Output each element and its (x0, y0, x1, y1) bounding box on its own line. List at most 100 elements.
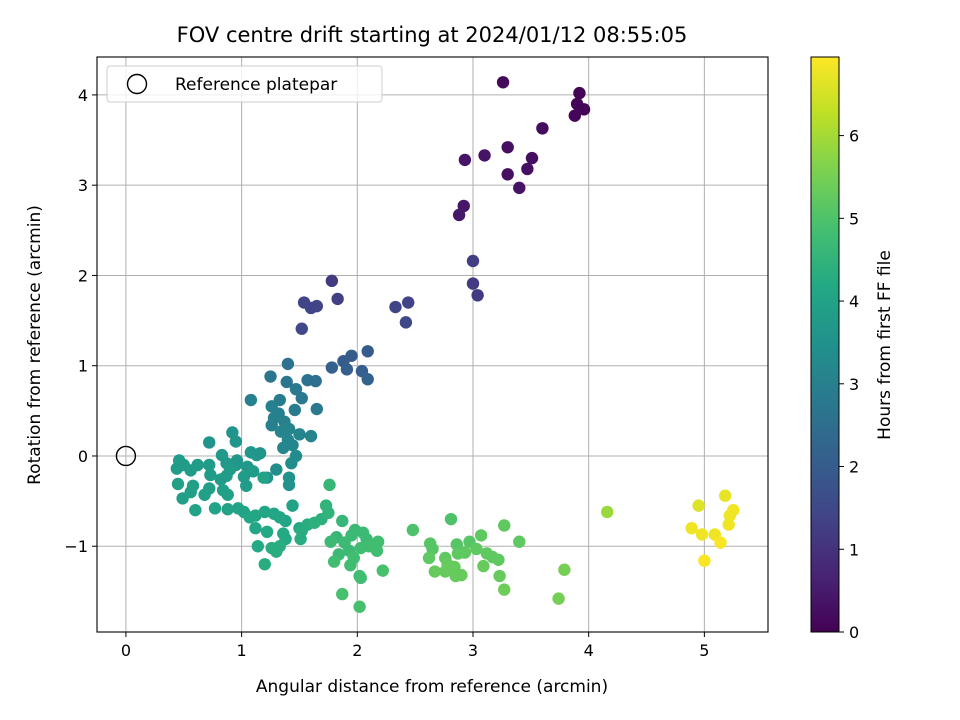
scatter-point (558, 563, 571, 576)
scatter-point (327, 555, 341, 568)
scatter-point (718, 489, 732, 502)
scatter-point (340, 363, 354, 376)
scatter-point (286, 499, 299, 512)
scatter-point (229, 435, 243, 448)
scatter-point (399, 316, 413, 329)
scatter-point (198, 488, 211, 501)
scatter-point (428, 565, 442, 578)
y-tick-label: 4 (78, 86, 88, 105)
scatter-point (203, 436, 216, 449)
scatter-point (498, 583, 511, 596)
y-tick-label: 2 (78, 266, 88, 285)
x-tick-label: 1 (237, 641, 247, 660)
scatter-point (257, 471, 270, 484)
scatter-point (325, 274, 339, 288)
scatter-point (573, 86, 586, 100)
scatter-point (295, 322, 308, 335)
colorbar-tick-label: 1 (849, 540, 859, 559)
scatter-point (455, 568, 468, 582)
x-tick-label: 5 (699, 641, 709, 660)
scatter-point (492, 553, 505, 566)
scatter-point (370, 544, 384, 557)
scatter-point (361, 345, 374, 358)
scatter-point (208, 502, 222, 515)
scatter-point (498, 519, 511, 532)
x-axis-label: Angular distance from reference (arcmin) (256, 677, 608, 697)
scatter-point (376, 564, 389, 577)
colorbar-tick-label: 4 (849, 292, 859, 311)
scatter-point (293, 428, 306, 441)
scatter-point (478, 149, 491, 162)
scatter-point (260, 525, 274, 539)
scatter-point (685, 521, 698, 535)
scatter-point (249, 521, 262, 535)
scatter-point (279, 514, 292, 528)
scatter-point (258, 505, 271, 519)
data-points (170, 76, 740, 613)
scatter-point (240, 479, 253, 492)
scatter-point (323, 478, 336, 492)
scatter-point (354, 571, 367, 585)
scatter-point (282, 478, 296, 492)
colorbar-tick-label: 5 (849, 209, 859, 228)
scatter-point (452, 208, 466, 222)
scatter-point (253, 447, 267, 460)
scatter-point (295, 392, 308, 405)
scatter-point (281, 357, 295, 371)
scatter-point (470, 542, 483, 556)
scatter-point (477, 559, 490, 573)
scatter-point (214, 473, 227, 486)
scatter-point (448, 560, 461, 574)
scatter-point (568, 109, 581, 122)
scatter-point (723, 509, 737, 522)
scatter-point (439, 565, 452, 578)
x-tick-label: 3 (468, 641, 478, 660)
legend: Reference platepar (106, 65, 383, 103)
scatter-point (270, 463, 283, 476)
colorbar-tick-label: 6 (849, 127, 859, 146)
scatter-point (171, 477, 185, 491)
scatter-point (170, 462, 184, 475)
scatter-point (402, 296, 415, 309)
colorbar-tick-label: 0 (849, 623, 859, 642)
scatter-point (695, 528, 709, 541)
scatter-point (331, 292, 344, 306)
scatter-point (450, 538, 463, 551)
scatter-point (309, 374, 322, 388)
scatter-point (264, 370, 277, 383)
scatter-point (474, 529, 488, 542)
colorbar-tick-label: 3 (849, 375, 859, 394)
scatter-point (406, 523, 420, 537)
y-axis-ticks: −1 0 1 2 3 4 (64, 86, 97, 556)
scatter-point (501, 168, 514, 181)
scatter-point (310, 299, 324, 313)
scatter-point (285, 457, 298, 470)
colorbar (810, 56, 840, 633)
scatter-point (336, 587, 349, 601)
scatter-point (203, 458, 216, 472)
scatter-point (389, 300, 402, 314)
plot-frame (96, 56, 769, 633)
scatter-point (322, 506, 335, 520)
y-tick-label: 0 (78, 447, 88, 466)
scatter-point (471, 289, 484, 302)
scatter-point (221, 488, 234, 501)
colorbar-tick-label: 2 (849, 458, 859, 477)
scatter-point (189, 503, 202, 517)
scatter-point (273, 540, 286, 553)
scatter-point (496, 76, 510, 89)
scatter-point (458, 153, 472, 167)
legend-box (106, 65, 383, 103)
x-tick-label: 4 (584, 641, 594, 660)
scatter-point (501, 141, 514, 154)
scatter-point (324, 535, 337, 548)
scatter-point (288, 403, 302, 417)
scatter-point (336, 514, 349, 528)
scatter-point (277, 441, 290, 455)
scatter-point (244, 393, 258, 407)
scatter-point (444, 512, 458, 526)
scatter-point (258, 558, 271, 571)
chart-title: FOV centre drift starting at 2024/01/12 … (177, 23, 688, 47)
scatter-point (525, 151, 539, 165)
